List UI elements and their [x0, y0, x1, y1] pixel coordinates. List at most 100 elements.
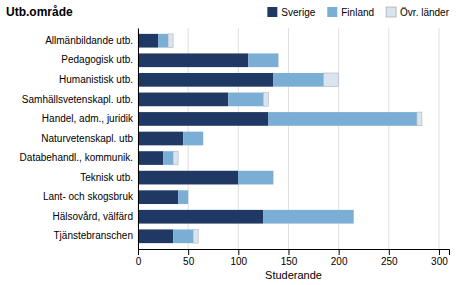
- tick-mark: [439, 249, 440, 255]
- tick-mark: [138, 249, 139, 255]
- bar: [168, 34, 173, 48]
- grid-line: [138, 28, 139, 249]
- plot-area: 0 50 100 150 200 250 300 Allmänbildande utb. Ped…: [20, 28, 450, 267]
- tick-label: 200: [331, 256, 348, 267]
- tick-label: Naturvetenskapl. utb: [41, 133, 133, 144]
- bar: [183, 132, 203, 146]
- bar: [188, 190, 189, 204]
- bar: [138, 112, 268, 126]
- bar: [273, 73, 323, 87]
- bar: [158, 34, 168, 48]
- bar: [173, 229, 193, 243]
- tick: Lant- och skogsbruk: [43, 191, 134, 202]
- legend: Sverige Finland Övr. länder: [267, 7, 449, 18]
- bar: [138, 34, 158, 48]
- tick-mark: [188, 249, 189, 255]
- bar: [138, 53, 248, 67]
- bar: [173, 151, 178, 165]
- tick-label: 300: [431, 256, 448, 267]
- tick: Humanistisk utb.: [59, 74, 133, 85]
- bar: [138, 229, 173, 243]
- tick: 250: [381, 249, 398, 267]
- bar: [193, 229, 198, 243]
- bar: [228, 93, 263, 107]
- title: Utb.område: [6, 5, 73, 19]
- bar: [263, 93, 268, 107]
- tick-label: Hälsovård, välfärd: [52, 211, 133, 222]
- grid-line: [438, 28, 439, 249]
- tick: Databehandl., kommunik.: [20, 152, 133, 163]
- tick: Hälsovård, välfärd: [52, 211, 133, 222]
- tick: Naturvetenskapl. utb: [41, 133, 133, 144]
- tick: 50: [183, 249, 195, 267]
- legend-swatch: [267, 7, 277, 17]
- axis-line: [139, 250, 450, 256]
- axis-line: [138, 29, 139, 250]
- tick: Handel, adm., juridik: [42, 113, 134, 124]
- x-axis: 0 50 100 150 200 250 300: [136, 249, 450, 267]
- legend-item: Övr. länder: [386, 7, 450, 18]
- tick-label: Lant- och skogsbruk: [43, 191, 134, 202]
- bar: [138, 132, 183, 146]
- tick: Tjänstebranschen: [54, 230, 134, 241]
- tick-mark: [288, 249, 289, 255]
- bars: [138, 34, 422, 243]
- legend-swatch: [327, 7, 337, 17]
- series: [158, 34, 417, 243]
- legend-item: Finland: [327, 7, 374, 18]
- y-axis: Allmänbildande utb. Pedagogisk utb. Humani…: [20, 29, 139, 250]
- tick: 0: [136, 249, 142, 267]
- tick-label: 100: [230, 256, 247, 267]
- bar: [138, 73, 273, 87]
- bar: [273, 171, 274, 185]
- tick-mark: [339, 249, 340, 255]
- bar: [238, 171, 273, 185]
- tick: Teknisk utb.: [80, 172, 133, 183]
- tick-label: 50: [183, 256, 195, 267]
- bar: [138, 151, 163, 165]
- tick: 200: [331, 249, 348, 267]
- tick-label: 0: [136, 256, 142, 267]
- tick-label: Teknisk utb.: [80, 172, 133, 183]
- bar: [417, 112, 422, 126]
- tick: 150: [281, 249, 298, 267]
- bar: [278, 53, 279, 67]
- tick-label: Handel, adm., juridik: [42, 113, 134, 124]
- tick-label: Pedagogisk utb.: [61, 54, 133, 65]
- legend-label: Finland: [341, 7, 374, 18]
- tick: Pedagogisk utb.: [61, 54, 133, 65]
- tick-label: Databehandl., kommunik.: [20, 152, 133, 163]
- tick-label: 150: [281, 256, 298, 267]
- legend-swatch: [386, 7, 396, 17]
- tick-label: Allmänbildande utb.: [45, 35, 133, 46]
- tick: Allmänbildande utb.: [45, 35, 133, 46]
- tick: Samhällsvetenskapl. utb.: [22, 94, 133, 105]
- bar: [268, 112, 416, 126]
- bar: [324, 73, 339, 87]
- grid-line: [388, 28, 389, 249]
- tick-mark: [389, 249, 390, 255]
- tick-label: Samhällsvetenskapl. utb.: [22, 94, 133, 105]
- tick-label: Tjänstebranschen: [54, 230, 134, 241]
- tick-mark: [238, 249, 239, 255]
- tick: 100: [230, 249, 247, 267]
- bar: [178, 190, 188, 204]
- tick-label: Humanistisk utb.: [59, 74, 133, 85]
- series: [168, 34, 422, 243]
- bar: [138, 210, 263, 224]
- bar: [203, 132, 204, 146]
- bar: [353, 210, 354, 224]
- legend-item: Sverige: [267, 7, 315, 18]
- tick-label: 250: [381, 256, 398, 267]
- bar: [138, 171, 238, 185]
- bar: [138, 93, 228, 107]
- bar: [248, 53, 278, 67]
- grid: [138, 28, 439, 249]
- legend-label: Övr. länder: [400, 7, 450, 18]
- legend-label: Sverige: [281, 7, 315, 18]
- bar: [263, 210, 353, 224]
- tick: 300: [431, 249, 448, 267]
- x-axis-title: Studerande: [265, 269, 322, 281]
- bar: [163, 151, 173, 165]
- chart: 0 50 100 150 200 250 300 Allmänbildande utb. Ped…: [0, 0, 463, 285]
